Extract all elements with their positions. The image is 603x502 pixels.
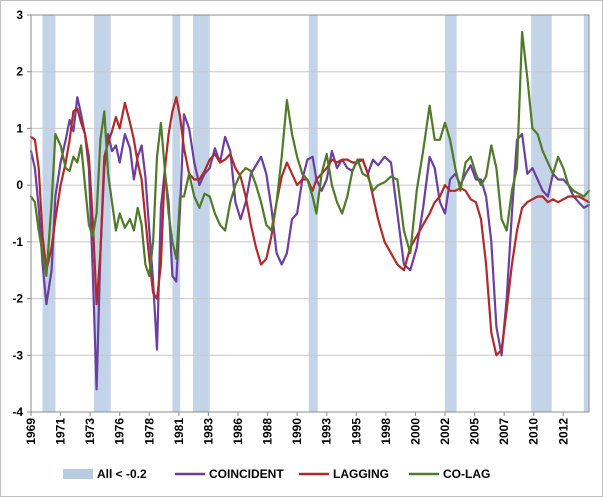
legend-swatch-shading (63, 469, 93, 479)
x-tick-label-3: 1976 (113, 418, 127, 445)
shade-period-8 (583, 15, 589, 412)
shade-period-3 (172, 15, 181, 412)
y-tick-label-7: -4 (12, 405, 23, 419)
series-line-co-lag (29, 30, 591, 277)
shade-period-6 (445, 15, 457, 412)
series-line-coincident (29, 96, 591, 391)
shade-period-4 (193, 15, 210, 412)
y-tick-label-6: -3 (12, 348, 23, 362)
legend-label-2: LAGGING (333, 467, 389, 481)
x-tick-label-5: 1981 (172, 418, 186, 445)
x-tick-label-6: 1983 (201, 418, 215, 445)
y-tick-label-1: 2 (16, 65, 23, 79)
x-tick-label-9: 1990 (290, 418, 304, 445)
x-tick-label-4: 1978 (142, 418, 156, 445)
x-tick-label-7: 1986 (231, 418, 245, 445)
y-tick-label-5: -2 (12, 292, 23, 306)
y-tick-label-3: 0 (16, 178, 23, 192)
shade-period-7 (531, 15, 552, 412)
y-tick-label-2: 1 (16, 121, 23, 135)
x-tick-label-1: 1971 (54, 418, 68, 445)
y-tick-label-4: -1 (12, 235, 23, 249)
legend: All < -0.2 COINCIDENT LAGGING CO-LAG (63, 467, 490, 481)
x-tick-label-16: 2007 (497, 418, 511, 445)
shade-period-1 (42, 15, 56, 412)
legend-label-3: CO-LAG (443, 467, 490, 481)
x-tick-label-12: 1998 (379, 418, 393, 445)
x-tick-label-13: 2000 (408, 418, 422, 445)
shade-period-5 (308, 15, 318, 412)
x-tick-label-2: 1973 (83, 418, 97, 445)
x-tick-label-17: 2010 (527, 418, 541, 445)
x-tick-label-11: 1995 (349, 418, 363, 445)
legend-label-0: All < -0.2 (97, 467, 147, 481)
y-tick-label-0: 3 (16, 8, 23, 22)
plot-area-border (30, 14, 590, 413)
x-tick-label-15: 2005 (468, 418, 482, 445)
x-tick-label-8: 1988 (261, 418, 275, 445)
series-line-lagging (29, 96, 591, 357)
x-tick-label-10: 1993 (320, 418, 334, 445)
x-tick-label-0: 1969 (24, 418, 38, 445)
x-tick-label-18: 2012 (556, 418, 570, 445)
legend-label-1: COINCIDENT (209, 467, 284, 481)
series-lines (29, 30, 591, 391)
x-tick-label-14: 2002 (438, 418, 452, 445)
